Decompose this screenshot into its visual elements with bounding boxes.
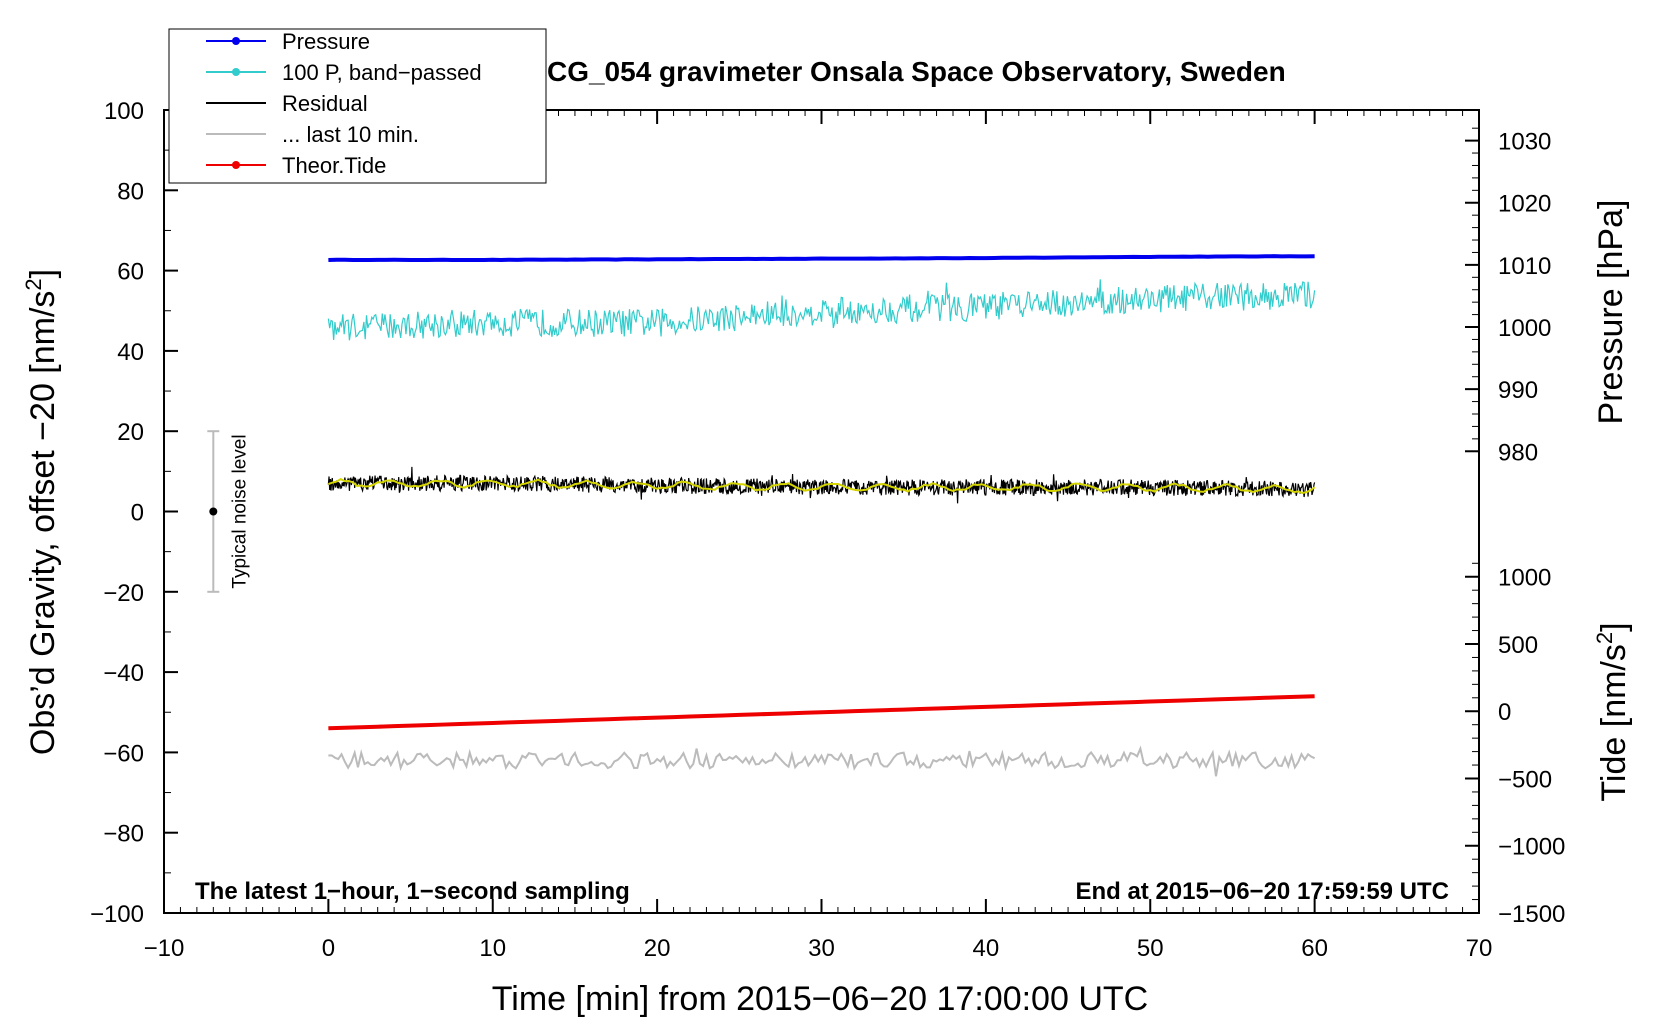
pressure-tick-label: 1030 [1498, 129, 1551, 156]
y-axis-title-tide: Tide [nm/s2] [1592, 622, 1633, 801]
x-tick-label: 40 [973, 935, 1000, 962]
series-last-10-min [328, 745, 1316, 777]
legend-label: Theor.Tide [282, 153, 386, 178]
tide-tick-label: 0 [1498, 699, 1511, 726]
legend-label: Residual [282, 91, 368, 116]
y-tick-label: 0 [131, 500, 144, 527]
x-tick-label: 30 [808, 935, 835, 962]
series-100p-band-passed [327, 279, 1316, 341]
pressure-tick-label: 990 [1498, 377, 1538, 404]
pressure-tick-label: 1010 [1498, 253, 1551, 280]
y-axis-title-pressure: Pressure [hPa] [1592, 200, 1630, 425]
legend: Pressure 100 P, band−passed Residual ... la… [168, 28, 547, 184]
x-tick-label: 10 [479, 935, 506, 962]
noise-bar-label: Typical noise level [229, 434, 250, 588]
tide-tick-label: −500 [1498, 766, 1552, 793]
legend-entry: ... last 10 min. [206, 122, 419, 147]
y-axis-title-left-sup: 2 [21, 278, 46, 290]
x-axis-title: Time [min] from 2015−06−20 17:00:00 UTC [492, 980, 1148, 1018]
y-tick-label: 40 [117, 339, 144, 366]
y-axis-title-tide-end: ] [1595, 622, 1633, 631]
legend-label: ... last 10 min. [282, 122, 419, 147]
legend-entry: Residual [206, 91, 368, 116]
y-axis-title-left: Obs’d Gravity, offset −20 [nm/s2] [21, 269, 62, 755]
tide-tick-label: −1000 [1498, 834, 1565, 861]
pressure-tick-label: 1020 [1498, 191, 1551, 218]
y-axis-title-tide-sup: 2 [1592, 632, 1617, 644]
legend-swatch-marker [232, 161, 240, 169]
x-tick-label: 0 [322, 935, 335, 962]
x-tick-label: 60 [1301, 935, 1328, 962]
y-tick-label: 20 [117, 419, 144, 446]
pressure-tick-label: 1000 [1498, 315, 1551, 342]
tide-tick-label: 1000 [1498, 565, 1551, 592]
legend-entry: Pressure [206, 29, 370, 54]
y-tick-label: −20 [103, 580, 144, 607]
plot-frame [163, 109, 1480, 914]
legend-label: 100 P, band−passed [282, 60, 482, 85]
y-tick-label: −60 [103, 740, 144, 767]
series-pressure [328, 254, 1315, 263]
y-tick-label: 80 [117, 178, 144, 205]
tide-tick-label: 500 [1498, 632, 1538, 659]
legend-swatch-marker [232, 68, 240, 76]
legend-label: Pressure [282, 29, 370, 54]
y-axis-title-left-main: Obs’d Gravity, offset −20 [nm/s [24, 291, 62, 756]
legend-box [168, 28, 547, 184]
legend-swatch-marker [232, 37, 240, 45]
annotation-left: The latest 1−hour, 1−second sampling [195, 878, 630, 905]
ticks-layer: −10 0 10 20 30 40 50 60 70−100−80−60−40−20020406… [90, 98, 1565, 962]
series-residual [327, 466, 1316, 504]
tide-tick-label: −1500 [1498, 901, 1565, 928]
legend-entry: 100 P, band−passed [206, 60, 482, 85]
legend-entries: Pressure 100 P, band−passed Residual ... la… [206, 29, 482, 178]
noise-bar: Typical noise level [207, 430, 250, 593]
x-tick-label: 20 [644, 935, 671, 962]
series-theor-tide [328, 694, 1315, 731]
noise-bar-center [209, 507, 218, 516]
y-axis-title-tide-main: Tide [nm/s [1595, 644, 1633, 801]
y-tick-label: −100 [90, 901, 144, 928]
x-tick-label: 70 [1466, 935, 1493, 962]
y-tick-label: 100 [104, 98, 144, 125]
legend-entry: Theor.Tide [206, 153, 386, 178]
x-tick-label: −10 [144, 935, 185, 962]
chart-title: SCG_054 gravimeter Onsala Space Observat… [528, 56, 1285, 87]
y-tick-label: −40 [103, 660, 144, 687]
series-layer [327, 254, 1316, 777]
y-axis-title-left-end: ] [24, 269, 62, 278]
series-residual-smoothed [328, 477, 1316, 495]
y-tick-label: 60 [117, 259, 144, 286]
pressure-tick-label: 980 [1498, 439, 1538, 466]
y-tick-label: −80 [103, 821, 144, 848]
x-tick-label: 50 [1137, 935, 1164, 962]
annotation-right: End at 2015−06−20 17:59:59 UTC [1075, 878, 1449, 905]
